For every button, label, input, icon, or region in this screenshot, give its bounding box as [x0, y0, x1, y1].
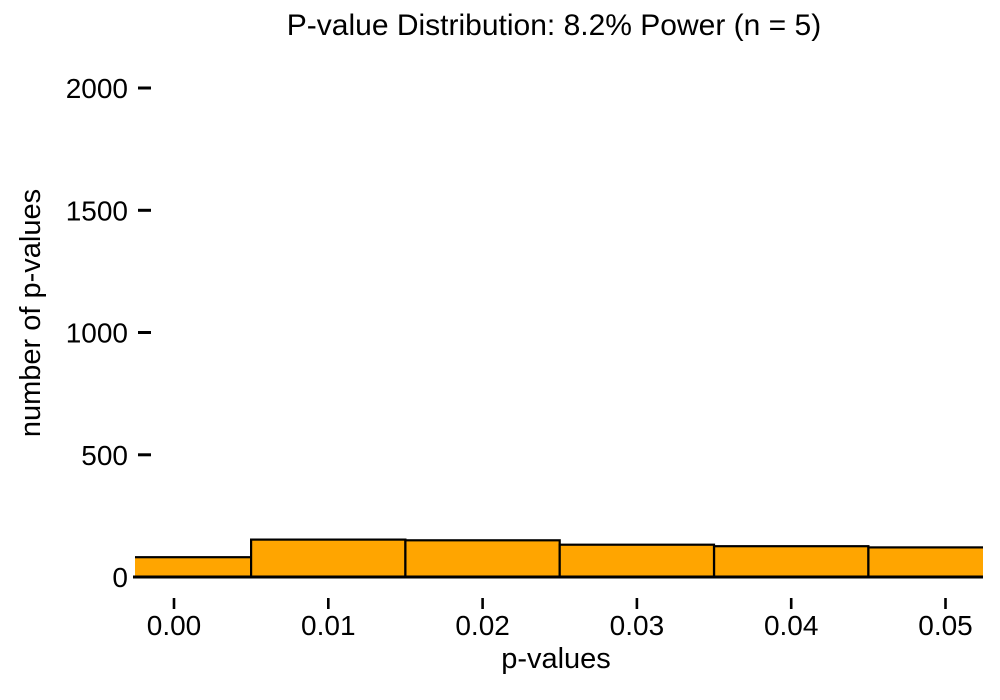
- x-tick-label: 0.01: [301, 610, 356, 641]
- x-axis-ticks: 0.00 0.01 0.02 0.03 0.04 0.05: [147, 598, 973, 641]
- histogram-bar: [250, 538, 407, 579]
- x-tick-label: 0.00: [147, 610, 202, 641]
- histogram-bar: [558, 543, 716, 579]
- y-tick-label: 500: [81, 440, 128, 471]
- x-axis-title: p-values: [501, 643, 611, 675]
- chart-title: P-value Distribution: 8.2% Power (n = 5): [287, 9, 821, 42]
- y-axis-title: number of p-values: [15, 189, 47, 437]
- histogram-bar: [712, 545, 870, 579]
- histogram-bar: [867, 546, 983, 579]
- histogram-bar: [404, 539, 561, 579]
- y-tick-label: 2000: [66, 73, 128, 104]
- x-tick-label: 0.05: [918, 610, 973, 641]
- y-tick-label: 1000: [66, 318, 128, 349]
- y-tick-label: 0: [112, 562, 128, 593]
- x-tick-label: 0.04: [764, 610, 819, 641]
- y-tick-label: 1500: [66, 195, 128, 226]
- y-axis-ticks: 0 500 1000 1500 2000: [66, 73, 151, 593]
- x-tick-label: 0.03: [610, 610, 665, 641]
- histogram-bars: [135, 538, 983, 579]
- x-tick-label: 0.02: [455, 610, 510, 641]
